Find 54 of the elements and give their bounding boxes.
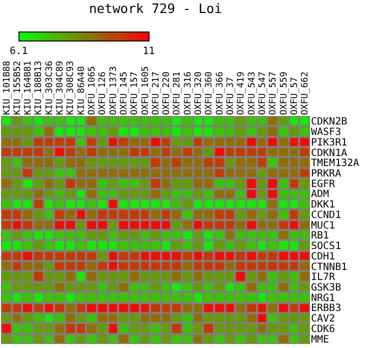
x-tick-label: OXFU_320 — [194, 72, 204, 115]
x-tick-label: OXFU_37 — [226, 77, 236, 115]
x-tick-label: KIU_155B52 — [12, 60, 23, 115]
x-tick-label: OXFU_543 — [247, 72, 258, 115]
y-tick-label: RB1 — [311, 230, 330, 242]
y-tick-label: DKK1 — [311, 200, 336, 211]
y-tick-label: CDK6 — [311, 324, 336, 335]
x-tick-label: OXFU_126 — [98, 72, 108, 115]
x-tick-label: OXFU_281 — [172, 72, 183, 115]
x-tick-label: OXFU_316 — [183, 72, 194, 115]
x-tick-label: OXFU_1605 — [140, 66, 151, 115]
x-tick-label: KIU_308C93 — [66, 60, 76, 115]
x-tick-label: OXFU_220 — [162, 72, 172, 115]
chart-title: network 729 - Loi — [88, 2, 222, 18]
y-tick-label: GSK3B — [311, 282, 342, 294]
y-tick-label: CAV2 — [311, 314, 336, 325]
x-tick-label: KIU_101B88 — [2, 60, 12, 115]
color-bar-label: 11 — [142, 46, 155, 57]
y-tick-label: CTNNB1 — [311, 262, 348, 273]
y-tick-label: IL7R — [311, 272, 336, 284]
x-tick-label: KIU_304C89 — [56, 60, 66, 115]
x-tick-label: OXFU_1373 — [108, 66, 119, 115]
x-tick-label: KIU_164B81 — [24, 60, 34, 115]
x-tick-label: OXFU_360 — [204, 72, 215, 115]
x-tick-label: OXFU_547 — [258, 72, 268, 115]
y-tick-label: MUC1 — [311, 220, 336, 232]
x-tick-label: OXFU_419 — [236, 72, 247, 115]
y-tick-label: NRG1 — [311, 292, 336, 304]
y-tick-label: PRKRA — [311, 168, 342, 180]
y-tick-label: CDKN2B — [311, 116, 348, 128]
x-tick-label: KIU_188B13 — [34, 60, 44, 115]
color-bar-label: 6.1 — [10, 46, 28, 57]
x-tick-label: OXFU_557 — [268, 72, 279, 115]
x-tick-label: OXFU_57 — [290, 77, 300, 115]
y-tick-label: ADM — [311, 189, 330, 200]
x-tick-label: OXFU_145 — [119, 72, 130, 115]
x-tick-label: OXFU_1065 — [87, 66, 98, 115]
x-tick-label: OXFU_157 — [130, 72, 140, 115]
x-tick-label: KIU_303C36 — [44, 60, 55, 115]
y-tick-label: TMEM132A — [311, 158, 360, 170]
x-tick-label: OXFU_217 — [151, 72, 162, 115]
x-tick-label: OXFU_366 — [215, 72, 226, 115]
x-tick-label: OXFU_559 — [279, 72, 290, 115]
x-tick-label: KIU_86A40 — [76, 66, 87, 115]
y-tick-label: ERBB3 — [311, 303, 342, 314]
y-tick-label: CDKN1A — [311, 148, 348, 159]
y-tick-label: CCND1 — [311, 210, 342, 221]
y-tick-label: WASF3 — [311, 127, 342, 138]
y-tick-label: MME — [311, 334, 330, 346]
x-tick-label: OXFU_662 — [300, 72, 311, 115]
y-tick-label: CDH1 — [311, 251, 336, 262]
y-tick-label: EGFR — [311, 178, 336, 190]
y-tick-label: SOCS1 — [311, 241, 342, 252]
y-tick-label: PIK3R1 — [311, 137, 348, 148]
